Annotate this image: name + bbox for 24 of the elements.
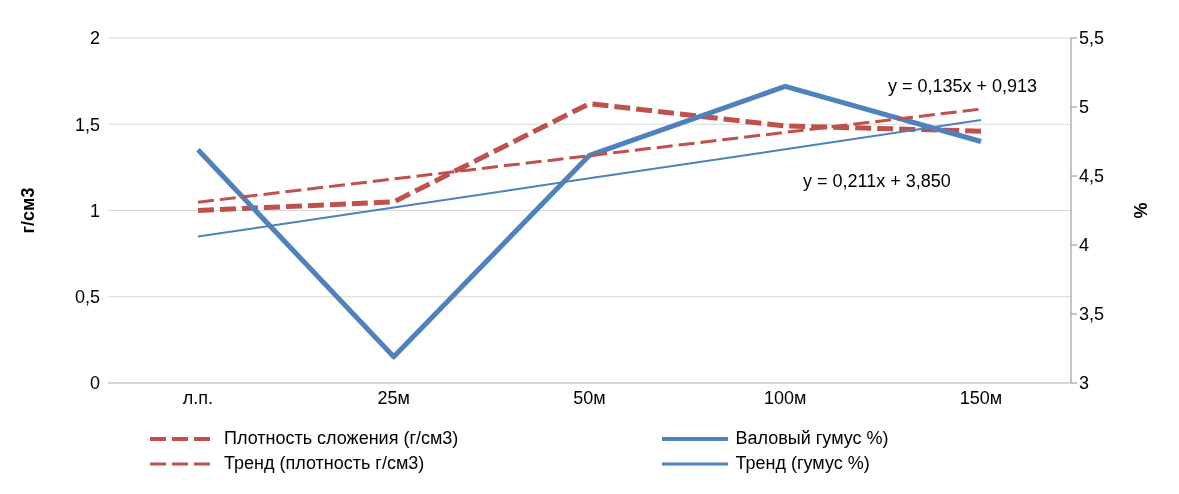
y2-tick-label: 3	[1079, 373, 1090, 394]
x-tick-label: 50м	[573, 387, 606, 408]
x-tick-label: 25м	[377, 387, 410, 408]
legend-label: Тренд (плотность г/см3)	[224, 453, 425, 474]
legend-label: Тренд (гумус %)	[735, 453, 870, 474]
y-tick-label: 1	[89, 200, 100, 221]
legend-label: Валовый гумус %)	[735, 428, 889, 449]
y2-axis-title: %	[1131, 202, 1152, 219]
annotation: y = 0,135x + 0,913	[888, 76, 1038, 97]
x-tick-label: л.п.	[182, 387, 214, 408]
y2-tick-label: 5,5	[1079, 28, 1105, 49]
legend-label: Плотность сложения (г/см3)	[224, 428, 459, 449]
y2-tick-label: 5	[1079, 97, 1090, 118]
y2-tick-label: 3,5	[1079, 304, 1105, 325]
y2-tick-label: 4	[1079, 235, 1090, 256]
y-tick-label: 0,5	[74, 287, 100, 308]
x-tick-label: 100м	[764, 387, 807, 408]
annotation: y = 0,211x + 3,850	[803, 171, 951, 192]
y-tick-label: 1,5	[74, 114, 100, 135]
y-tick-label: 0	[89, 373, 100, 394]
y-axis-title: г/см3	[18, 187, 39, 234]
x-tick-label: 150м	[959, 387, 1003, 408]
y2-tick-label: 4,5	[1079, 166, 1105, 187]
y-tick-label: 2	[89, 28, 100, 49]
